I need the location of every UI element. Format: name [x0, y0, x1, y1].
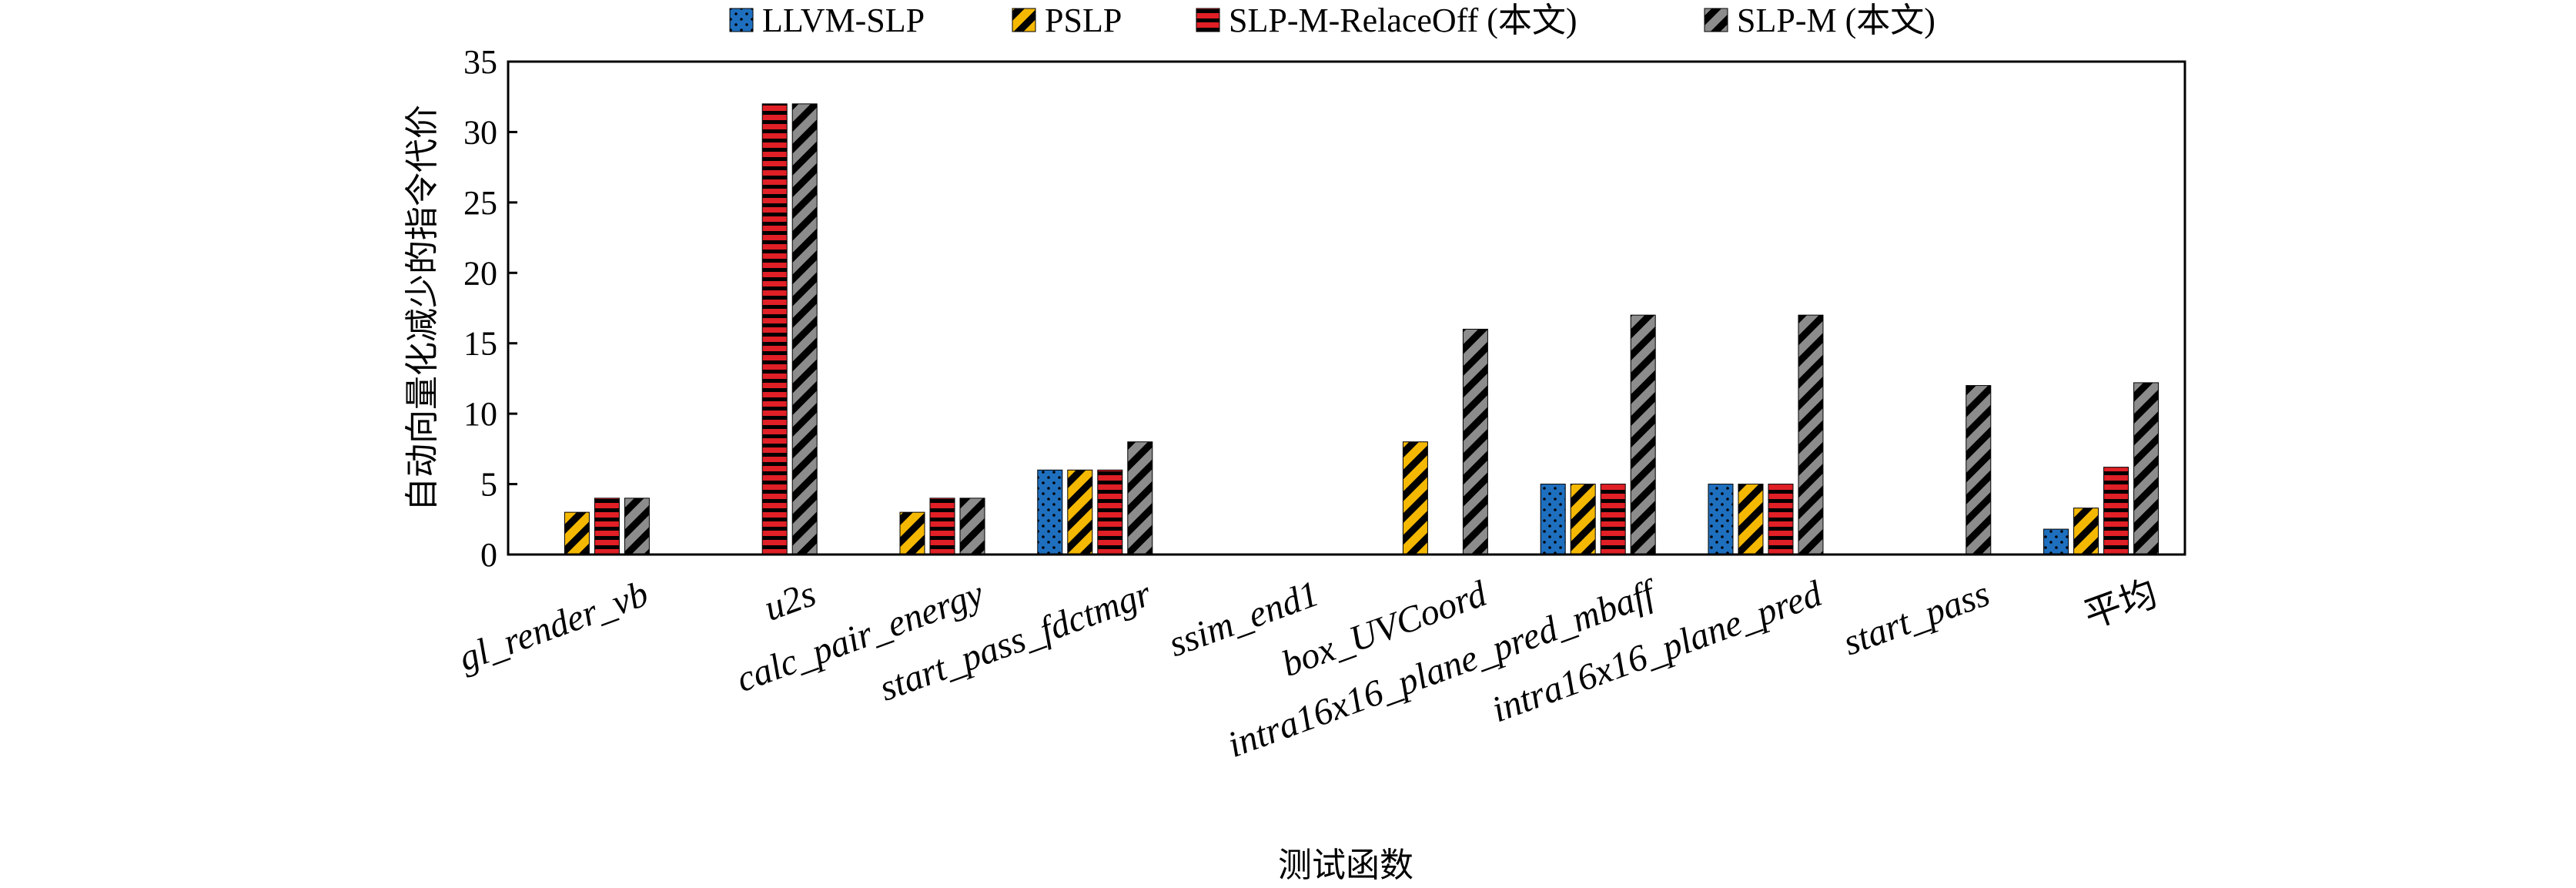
bar-pslp-3: [1067, 469, 1093, 555]
bar-pslp-7: [1738, 484, 1764, 555]
legend-label: SLP-M (本文): [1737, 2, 1935, 39]
y-tick-label: 10: [463, 395, 497, 433]
bar-slp-m-3: [1127, 441, 1153, 555]
bar-slp-m-5: [1462, 328, 1488, 555]
y-tick-label: 5: [480, 466, 497, 504]
y-tick-label: 15: [463, 325, 497, 363]
bar-slp-m-1: [791, 103, 818, 555]
y-tick-label: 0: [480, 536, 497, 574]
bar-slp-m-relaceoff-0: [594, 498, 620, 555]
legend-swatch: [729, 8, 754, 32]
plot-frame: [507, 60, 2186, 556]
bar-llvm-slp-7: [1708, 484, 1734, 555]
y-axis-title: 自动向量化减少的指令代价: [403, 105, 441, 511]
bar-pslp-2: [899, 511, 925, 555]
legend-swatch: [1012, 8, 1036, 32]
legend: LLVM-SLP PSLP SLP-M-RelaceOff (本文) SLP-M (本…: [729, 2, 1935, 39]
bar-slp-m-7: [1798, 314, 1824, 555]
legend-swatch: [1704, 8, 1728, 32]
bar-llvm-slp-9: [2043, 528, 2069, 555]
x-tick-label: 平均: [2079, 573, 2162, 637]
legend-label: LLVM-SLP: [762, 2, 925, 39]
legend-label: SLP-M-RelaceOff (本文): [1229, 2, 1577, 39]
bar-slp-m-9: [2133, 382, 2159, 555]
x-tick-label: u2s: [759, 573, 821, 629]
x-tick-label: gl_render_vb: [453, 573, 653, 679]
legend-swatch: [1196, 8, 1220, 32]
bar-slp-m-relaceoff-7: [1768, 484, 1794, 555]
bar-pslp-6: [1570, 484, 1596, 555]
bar-llvm-slp-6: [1540, 484, 1566, 555]
bar-slp-m-relaceoff-1: [761, 103, 788, 555]
y-axis: 0 5 10 15 20 25 30 35: [463, 43, 517, 574]
bar-pslp-0: [564, 511, 590, 555]
bar-slp-m-2: [959, 498, 985, 555]
bar-slp-m-0: [624, 498, 650, 555]
y-tick-label: 20: [463, 254, 497, 292]
bar-slp-m-8: [1965, 385, 1992, 555]
bar-llvm-slp-3: [1037, 469, 1063, 555]
bar-pslp-5: [1402, 441, 1428, 555]
bar-slp-m-relaceoff-9: [2103, 467, 2129, 555]
bar-slp-m-relaceoff-2: [929, 498, 955, 555]
bar-slp-m-relaceoff-6: [1600, 484, 1626, 555]
y-tick-label: 25: [463, 184, 497, 222]
bar-pslp-9: [2073, 508, 2099, 555]
y-tick-label: 30: [463, 113, 497, 151]
x-tick-label: start_pass: [1838, 573, 1995, 663]
legend-label: PSLP: [1045, 2, 1122, 39]
x-tick-label: start_pass_fdctmgr: [875, 573, 1157, 709]
bar-slp-m-6: [1630, 314, 1656, 555]
bars: [564, 103, 2159, 555]
y-tick-label: 35: [463, 43, 497, 81]
bar-slp-m-relaceoff-3: [1097, 469, 1123, 555]
x-axis: gl_render_vb u2scalc_pair_energystart_pas…: [453, 571, 2163, 766]
x-axis-title: 测试函数: [1278, 846, 1413, 884]
